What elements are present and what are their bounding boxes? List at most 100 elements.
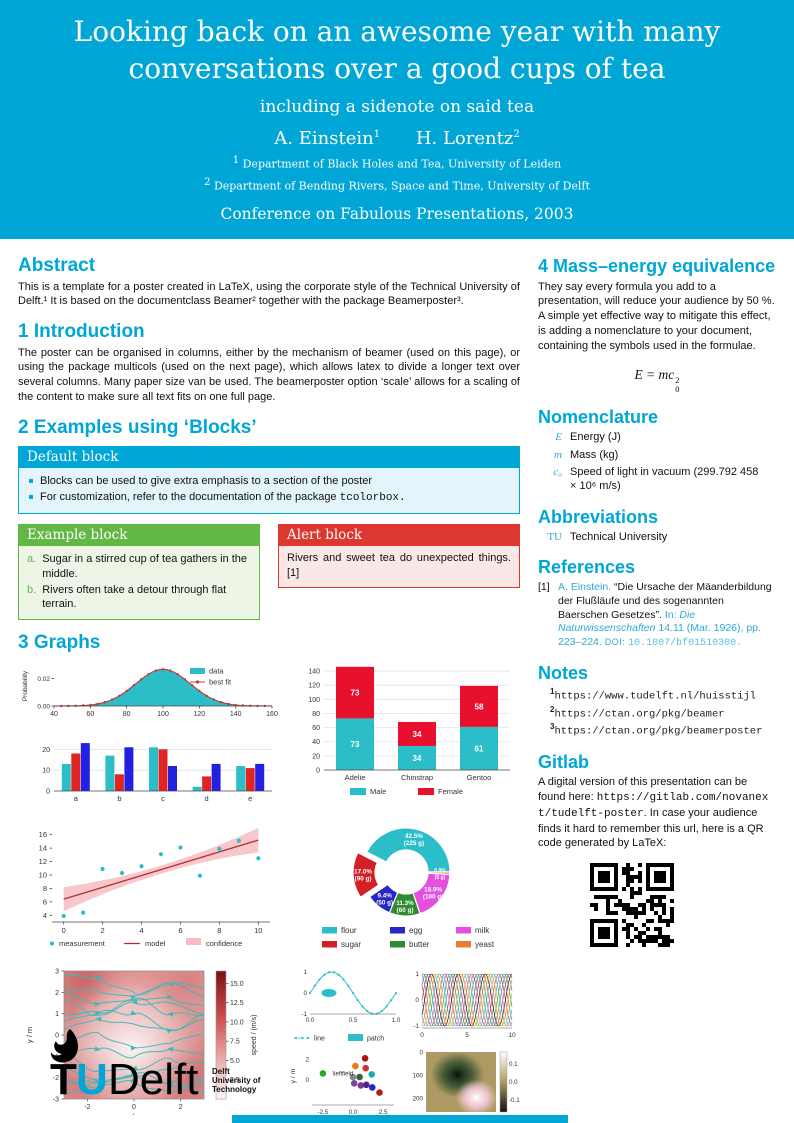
svg-text:0.00: 0.00: [37, 703, 50, 710]
svg-text:100: 100: [412, 1072, 423, 1079]
svg-text:120: 120: [308, 682, 320, 689]
example-item-b: b. Rivers often take a detour through fl…: [27, 583, 227, 611]
svg-text:U: U: [76, 1055, 108, 1102]
svg-text:-2: -2: [84, 1104, 90, 1111]
svg-text:-0.1: -0.1: [509, 1097, 520, 1104]
svg-text:Delft: Delft: [212, 1067, 230, 1076]
svg-text:12.5: 12.5: [230, 1000, 244, 1007]
svg-text:2.5: 2.5: [230, 1077, 240, 1084]
svg-text:42.5%: 42.5%: [405, 833, 423, 840]
svg-text:(90 g): (90 g): [355, 875, 372, 882]
conference-line: Conference on Fabulous Presentations, 20…: [220, 205, 574, 224]
default-block-item: For customization, refer to the document…: [27, 490, 511, 506]
note-item: 2https://ctan.org/pkg/beamer: [550, 704, 725, 721]
chart-grouped-bars: a b c d e 0 10 20: [18, 735, 280, 814]
svg-text:0.9%: 0.9%: [434, 868, 446, 874]
svg-text:40: 40: [50, 711, 58, 718]
bullet-text: For customization, refer to the document…: [40, 491, 406, 505]
svg-text:Delft: Delft: [108, 1055, 198, 1102]
authors-line: A. Einstein1 H. Lorentz2: [30, 128, 764, 149]
svg-text:200: 200: [412, 1095, 423, 1102]
svg-text:0: 0: [316, 767, 320, 774]
svg-text:Female: Female: [438, 787, 463, 796]
svg-text:15.0: 15.0: [230, 981, 244, 988]
gitlab-url[interactable]: https://gitlab.com/novanext/tudelft-post…: [538, 792, 769, 820]
svg-text:(50 g): (50 g): [376, 899, 393, 906]
svg-text:y / m: y / m: [290, 1068, 297, 1083]
mass-energy-heading: 4 Mass–energy equivalence: [538, 256, 776, 277]
note-url[interactable]: https://ctan.org/pkg/beamer: [554, 708, 725, 721]
example-item-a: a. Sugar in a stirred cup of tea gathers…: [27, 552, 248, 580]
svg-text:2: 2: [179, 1104, 183, 1111]
default-block-item: Blocks can be used to give extra emphasi…: [27, 474, 511, 489]
equation: E = mc 2 0: [634, 367, 680, 395]
alert-block-title: Alert block: [279, 524, 519, 546]
svg-text:Technology: Technology: [212, 1085, 257, 1094]
svg-text:Male: Male: [370, 787, 386, 796]
note-item: 1https://www.tudelft.nl/huisstijl: [550, 686, 757, 703]
svg-text:egg: egg: [409, 926, 422, 935]
svg-text:0: 0: [46, 788, 50, 795]
svg-text:17.0%: 17.0%: [354, 868, 372, 875]
svg-text:University of: University of: [212, 1076, 261, 1085]
svg-text:9.4%: 9.4%: [377, 892, 392, 899]
abstract-text: This is a template for a poster created …: [18, 280, 520, 308]
svg-text:10: 10: [254, 926, 262, 935]
svg-text:20: 20: [312, 753, 320, 760]
svg-text:4: 4: [43, 911, 47, 920]
svg-text:line: line: [314, 1035, 325, 1042]
example-block-title: Example block: [19, 524, 259, 546]
svg-text:flour: flour: [341, 926, 357, 935]
note-item: 3https://ctan.org/pkg/beamerposter: [550, 722, 763, 738]
svg-text:(100 g): (100 g): [423, 893, 443, 900]
svg-text:-2: -2: [53, 1075, 59, 1082]
default-block-title: Default block: [19, 447, 519, 469]
alert-block: Alert block Rivers and sweet tea do unex…: [278, 523, 520, 588]
svg-text:5.0: 5.0: [230, 1058, 240, 1065]
svg-text:100: 100: [157, 711, 169, 718]
svg-text:34: 34: [413, 730, 422, 739]
note-url[interactable]: https://www.tudelft.nl/huisstijl: [554, 690, 757, 703]
svg-text:(5 g): (5 g): [435, 875, 446, 881]
svg-text:0: 0: [55, 1032, 59, 1039]
svg-text:d: d: [205, 794, 209, 803]
example-block-body: a. Sugar in a stirred cup of tea gathers…: [19, 545, 259, 620]
content-columns: Abstract This is a template for a poster…: [0, 239, 794, 1123]
mass-energy-text: They say every formula you add to a pres…: [538, 280, 775, 352]
svg-text:measurement: measurement: [59, 939, 106, 948]
doi-link[interactable]: 10.1007/bf01510300.: [628, 638, 743, 650]
example-block: Example block a. Sugar in a stirred cup …: [18, 523, 260, 621]
gitlab-heading: Gitlab: [538, 751, 590, 772]
svg-text:10.0: 10.0: [230, 1019, 244, 1026]
graphs-grid: 40 60 80 100 120 140 160 0.00 0.02 Probability dat…: [18, 658, 520, 1123]
svg-text:40: 40: [312, 739, 320, 746]
svg-text:0: 0: [132, 1104, 136, 1111]
svg-text:2.5: 2.5: [379, 1109, 388, 1116]
abstract-heading: Abstract: [18, 255, 96, 277]
svg-text:confidence: confidence: [206, 939, 242, 948]
svg-text:sugar: sugar: [341, 940, 361, 949]
svg-text:0: 0: [420, 1032, 424, 1039]
svg-text:0: 0: [415, 997, 419, 1004]
svg-text:73: 73: [351, 740, 360, 749]
svg-text:8: 8: [217, 926, 221, 935]
svg-text:butter: butter: [409, 940, 430, 949]
note-url[interactable]: https://ctan.org/pkg/beamerposter: [554, 725, 763, 738]
svg-text:2: 2: [101, 926, 105, 935]
svg-text:Probability: Probability: [22, 670, 29, 701]
svg-text:1: 1: [303, 969, 307, 976]
chart-donut: 42.5% (225 g) 17.0% (90 g) 9.4% (50 g) 11.3% (6…: [288, 815, 520, 962]
svg-text:61: 61: [475, 744, 484, 753]
svg-text:140: 140: [308, 668, 320, 675]
svg-text:6: 6: [43, 897, 47, 906]
introduction-text: The poster can be organised in columns, …: [18, 346, 520, 403]
svg-text:-3: -3: [53, 1096, 59, 1103]
svg-text:160: 160: [266, 711, 278, 718]
svg-text:0: 0: [303, 990, 307, 997]
svg-text:5: 5: [465, 1032, 469, 1039]
tudelft-logo: T U Delft Delft University of Technology: [26, 1028, 286, 1107]
reference-entry: [1] A. Einstein. “Die Ursache der Mäande…: [538, 581, 776, 651]
example-alert-row: Example block a. Sugar in a stirred cup …: [18, 523, 520, 621]
svg-text:60: 60: [312, 725, 320, 732]
